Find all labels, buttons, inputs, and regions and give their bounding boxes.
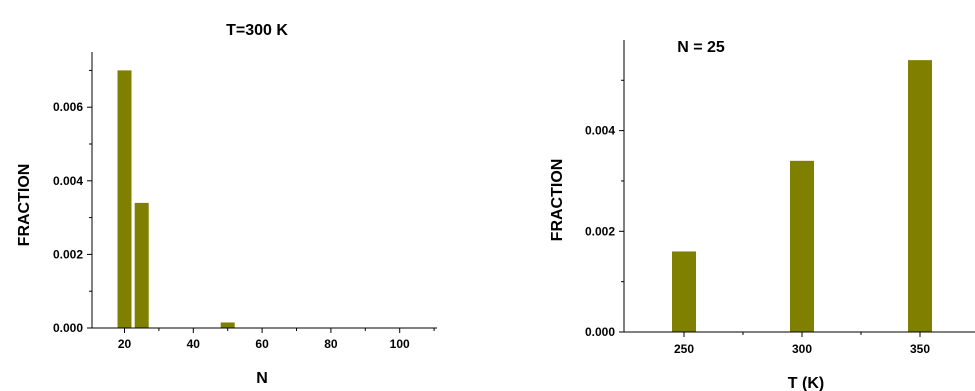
chart-left-x-tick-label: 100 xyxy=(390,337,410,351)
chart-right: N = 25 250 300 350 0.000 0.002 0.004 T (K) FR… xyxy=(549,39,975,391)
chart-right-y-tick-label: 0.002 xyxy=(585,224,615,238)
chart-left-y-tick-label: 0.002 xyxy=(53,247,83,261)
chart-right-bar xyxy=(908,60,932,332)
chart-left-title: T=300 K xyxy=(226,22,288,39)
chart-left-ticks: 20 40 60 80 100 0.000 0.002 0.004 0.006 xyxy=(53,69,435,351)
chart-left-xlabel: N xyxy=(256,370,268,387)
chart-right-title: N = 25 xyxy=(677,39,725,56)
chart-left-x-tick-label: 40 xyxy=(187,337,201,351)
chart-left: T=300 K 20 40 60 80 1000.0000.0020.0040.006 … xyxy=(16,22,437,387)
chart-left-y-tick-label: 0.006 xyxy=(53,100,83,114)
chart-right-ylabel: FRACTION xyxy=(549,159,566,242)
chart-right-x-tick-label: 350 xyxy=(910,342,930,356)
chart-left-x-tick-label: 80 xyxy=(324,337,338,351)
chart-left-x-tick-label: 20 xyxy=(118,337,132,351)
chart-right-bar xyxy=(790,160,814,332)
chart-right-xlabel: T (K) xyxy=(788,375,824,391)
chart-left-y-tick-label: 0.004 xyxy=(53,174,83,188)
chart-left-x-tick-label: 60 xyxy=(255,337,269,351)
chart-right-bars xyxy=(672,60,932,332)
chart-right-bar xyxy=(672,251,696,332)
chart-left-bars xyxy=(117,70,235,329)
chart-right-ticks: 250 300 350 0.000 0.002 0.004 xyxy=(585,79,930,356)
chart-left-y-tick-label: 0.000 xyxy=(53,321,83,335)
chart-right-x-tick-label: 250 xyxy=(674,342,694,356)
chart-left-bar xyxy=(220,322,235,328)
chart-right-x-tick-label: 300 xyxy=(792,342,812,356)
chart-left-bar xyxy=(117,70,132,329)
chart-left-ylabel: FRACTION xyxy=(16,164,33,247)
chart-right-y-tick-label: 0.004 xyxy=(585,124,615,138)
chart-left-bar xyxy=(134,202,149,328)
chart-right-y-tick-label: 0.000 xyxy=(585,325,615,339)
